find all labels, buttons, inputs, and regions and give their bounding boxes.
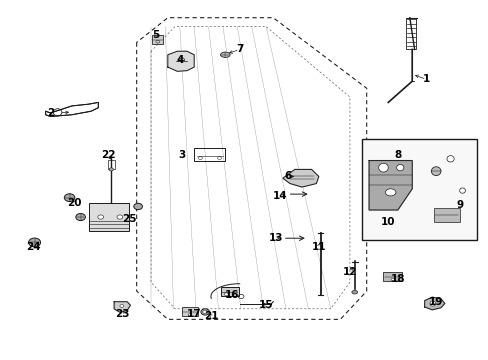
Ellipse shape bbox=[430, 167, 440, 176]
Text: 4: 4 bbox=[176, 55, 183, 65]
Ellipse shape bbox=[109, 168, 113, 171]
Polygon shape bbox=[167, 51, 194, 71]
Text: 18: 18 bbox=[390, 274, 404, 284]
Text: 2: 2 bbox=[47, 108, 54, 118]
Bar bbox=[152, 35, 163, 44]
Text: 15: 15 bbox=[258, 300, 273, 310]
Bar bbox=[383, 272, 401, 280]
Polygon shape bbox=[282, 170, 318, 187]
Text: 20: 20 bbox=[67, 198, 81, 208]
Text: 19: 19 bbox=[428, 297, 443, 307]
Ellipse shape bbox=[385, 189, 395, 196]
Ellipse shape bbox=[224, 293, 228, 296]
Text: 8: 8 bbox=[393, 150, 401, 160]
Ellipse shape bbox=[29, 238, 41, 247]
Ellipse shape bbox=[76, 213, 85, 221]
Text: 21: 21 bbox=[203, 311, 218, 321]
Text: 24: 24 bbox=[26, 242, 41, 252]
Text: 6: 6 bbox=[284, 171, 291, 181]
Ellipse shape bbox=[351, 291, 357, 294]
Ellipse shape bbox=[188, 314, 191, 316]
Polygon shape bbox=[368, 161, 411, 210]
Text: 14: 14 bbox=[273, 191, 287, 201]
Text: 10: 10 bbox=[380, 217, 395, 227]
Ellipse shape bbox=[220, 52, 230, 57]
Ellipse shape bbox=[117, 215, 122, 219]
Ellipse shape bbox=[429, 301, 435, 306]
Ellipse shape bbox=[390, 278, 394, 281]
Text: 17: 17 bbox=[186, 309, 201, 319]
Text: 22: 22 bbox=[101, 150, 115, 160]
Polygon shape bbox=[114, 302, 130, 312]
Text: 12: 12 bbox=[342, 267, 356, 277]
Text: 1: 1 bbox=[422, 75, 429, 85]
Bar bbox=[89, 203, 129, 231]
Text: 23: 23 bbox=[115, 309, 129, 319]
Ellipse shape bbox=[134, 203, 142, 210]
Bar bbox=[433, 208, 459, 222]
Ellipse shape bbox=[180, 58, 184, 62]
Ellipse shape bbox=[203, 310, 207, 314]
Polygon shape bbox=[45, 102, 98, 117]
Bar bbox=[108, 159, 114, 170]
Text: 13: 13 bbox=[268, 233, 283, 243]
Ellipse shape bbox=[378, 163, 387, 172]
Text: 11: 11 bbox=[311, 242, 325, 252]
Ellipse shape bbox=[201, 309, 209, 315]
Ellipse shape bbox=[120, 305, 123, 307]
Text: 5: 5 bbox=[152, 30, 159, 40]
Bar bbox=[220, 287, 238, 296]
Text: 3: 3 bbox=[178, 150, 185, 160]
Polygon shape bbox=[424, 297, 444, 310]
Bar bbox=[182, 307, 197, 316]
Text: 25: 25 bbox=[122, 214, 137, 224]
Bar bbox=[361, 139, 476, 240]
Bar bbox=[194, 148, 225, 161]
Ellipse shape bbox=[98, 215, 103, 219]
Ellipse shape bbox=[459, 188, 465, 193]
Bar bbox=[406, 18, 415, 49]
Ellipse shape bbox=[64, 194, 75, 202]
Text: 9: 9 bbox=[456, 200, 463, 210]
Text: 16: 16 bbox=[225, 290, 239, 300]
Text: 7: 7 bbox=[236, 45, 243, 54]
Ellipse shape bbox=[396, 165, 403, 171]
Ellipse shape bbox=[446, 156, 453, 162]
